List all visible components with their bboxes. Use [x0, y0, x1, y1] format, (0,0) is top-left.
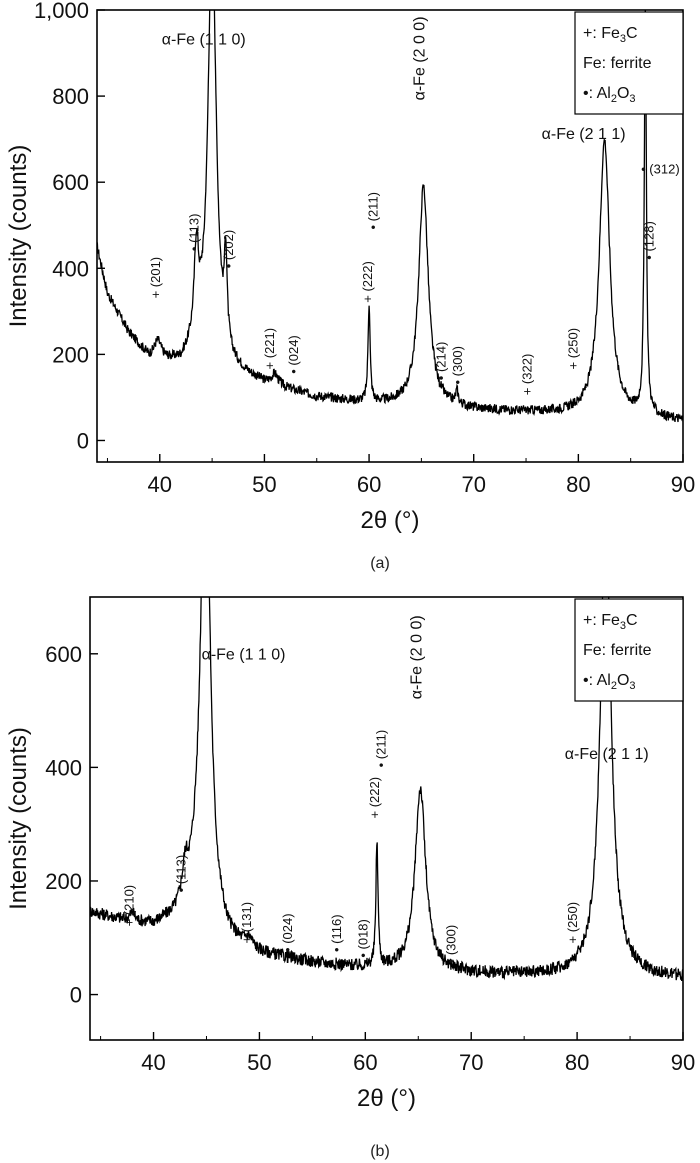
legend-entry: +: Fe3C [583, 612, 638, 632]
peak-label: α-Fe (2 0 0) [408, 615, 425, 699]
peak-label: + (201) [148, 257, 163, 299]
x-axis-label: 2θ (°) [357, 1085, 416, 1112]
y-tick-label: 400 [52, 256, 89, 281]
y-tick-label: 400 [45, 755, 82, 780]
peak-label: α-Fe (1 1 0) [162, 31, 246, 48]
legend-entry: Fe: ferrite [583, 55, 652, 72]
y-tick-label: 600 [45, 642, 82, 667]
legend-entry: •: Al2O3 [583, 85, 636, 105]
peak-label: • (024) [286, 335, 301, 374]
panel-b: 40 50 60 70 80 90 0 200 400 600 2θ (°) Intensity (c… [5, 596, 695, 1112]
y-tick-label: 600 [52, 170, 89, 195]
legend-entry: +: Fe3C [583, 25, 638, 45]
peak-label: + (222) [367, 777, 382, 819]
peak-label: α-Fe (2 1 1) [565, 746, 649, 763]
peak-label: + (322) [519, 354, 534, 396]
x-tick-label: 80 [566, 472, 590, 497]
plot-frame [96, 9, 684, 463]
x-tick-label: 40 [141, 1050, 165, 1075]
peak-label: • (113) [187, 214, 202, 252]
peak-label: • (202) [221, 230, 236, 269]
x-tick-label: 90 [671, 472, 695, 497]
peak-label: • (300) [443, 925, 458, 964]
peak-label: + (250) [565, 328, 580, 370]
peak-label: • (116) [329, 914, 344, 952]
x-tick-label: 90 [671, 1050, 695, 1075]
y-tick-label: 1,000 [34, 0, 89, 23]
x-tick-label: 50 [247, 1050, 271, 1075]
peak-label: + (221) [262, 328, 277, 370]
x-tick-label: 80 [565, 1050, 589, 1075]
xrd-line [90, 597, 683, 981]
peak-label: • (018) [355, 919, 370, 958]
legend-box [574, 11, 684, 115]
y-tick-label: 0 [77, 428, 89, 453]
x-tick-label: 40 [148, 472, 172, 497]
legend-entry: Fe: ferrite [583, 642, 652, 659]
plot-frame [89, 596, 684, 1041]
peak-label: • (211) [373, 730, 388, 768]
peak-label: • (300) [450, 346, 465, 385]
y-tick-label: 800 [52, 84, 89, 109]
peak-label: α-Fe (2 0 0) [412, 16, 429, 100]
x-tick-label: 70 [461, 472, 485, 497]
peak-label: • (211) [365, 192, 380, 230]
y-tick-label: 200 [45, 869, 82, 894]
peak-label: + (250) [565, 902, 580, 944]
y-tick-label: 200 [52, 342, 89, 367]
peak-label: • (214) [433, 342, 448, 381]
x-tick-label: 50 [252, 472, 276, 497]
peak-label: + (131) [239, 902, 254, 944]
panel-a: 40 50 60 70 80 90 0 200 400 600 800 1,000 2θ (°) Inte… [5, 0, 695, 534]
legend-box [574, 598, 684, 702]
caption-b: (b) [370, 1143, 390, 1160]
xrd-line [97, 10, 683, 423]
peak-label: α-Fe (2 1 1) [542, 126, 626, 143]
y-axis-label: Intensity (counts) [5, 145, 32, 328]
y-tick-label: 0 [70, 983, 82, 1008]
peak-label: + (210) [121, 885, 136, 927]
peak-label: + (222) [360, 261, 375, 303]
y-axis-label: Intensity (counts) [5, 727, 32, 910]
peak-label: • (113) [173, 855, 188, 893]
x-tick-label: 60 [353, 1050, 377, 1075]
x-tick-label: 70 [459, 1050, 483, 1075]
peak-label: α-Fe (1 1 0) [202, 646, 286, 663]
legend-entry: •: Al2O3 [583, 672, 636, 692]
x-axis-label: 2θ (°) [361, 507, 420, 534]
peak-label: • (312) [641, 162, 680, 177]
caption-a: (a) [370, 555, 390, 572]
peak-label: • (024) [280, 913, 295, 952]
peak-label: • (128) [642, 221, 657, 260]
x-tick-label: 60 [357, 472, 381, 497]
